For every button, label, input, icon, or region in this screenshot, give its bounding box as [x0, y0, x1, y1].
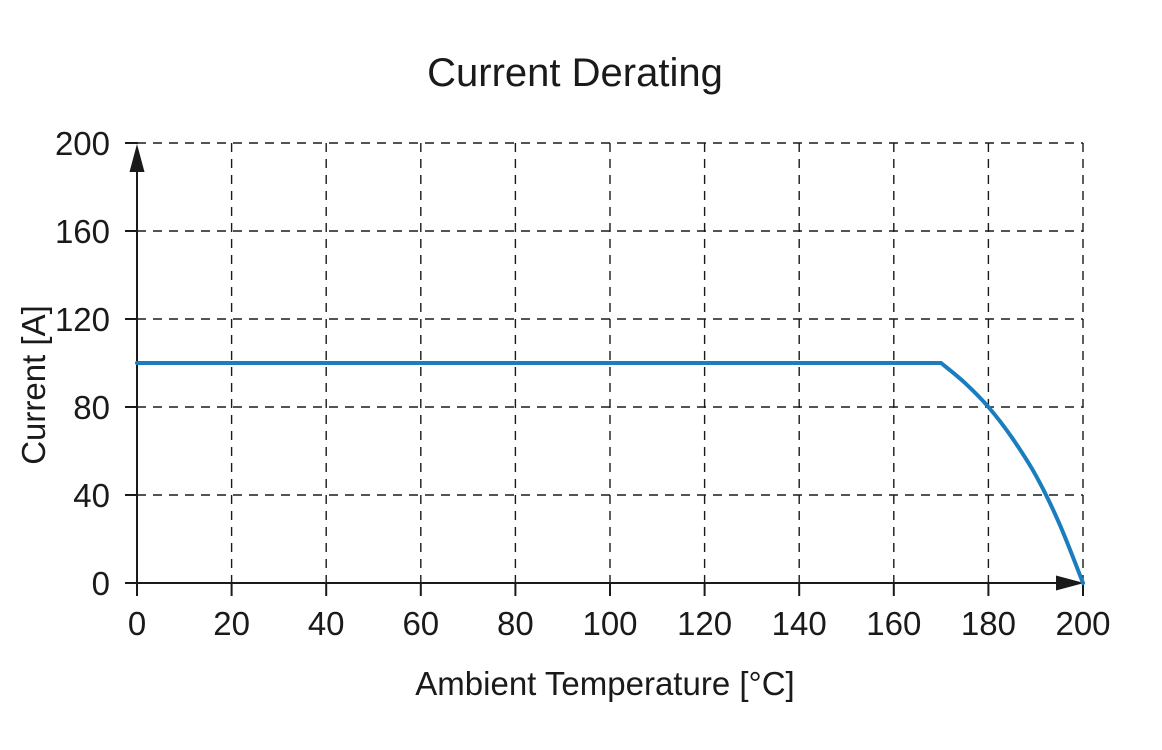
x-axis-title: Ambient Temperature [°C] — [415, 665, 794, 702]
y-tick-label-0: 0 — [92, 565, 110, 602]
derating-curve — [135, 361, 1085, 585]
x-tick-label-0: 0 — [128, 605, 146, 642]
data-series — [135, 361, 1085, 585]
gridlines — [137, 142, 1084, 583]
x-tick-label-40: 40 — [308, 605, 345, 642]
y-tick-label-120: 120 — [55, 301, 110, 338]
x-tick-label-80: 80 — [497, 605, 534, 642]
x-tick-label-200: 200 — [1055, 605, 1110, 642]
x-tick-label-120: 120 — [677, 605, 732, 642]
x-tick-label-140: 140 — [772, 605, 827, 642]
x-tick-label-180: 180 — [961, 605, 1016, 642]
chart-title: Current Derating — [427, 51, 723, 95]
x-axis-arrow — [1056, 575, 1084, 591]
x-tick-label-160: 160 — [866, 605, 921, 642]
y-axis-title: Current [A] — [15, 305, 52, 465]
y-axis-arrow — [129, 144, 145, 172]
tick-marks-and-labels: 0 20 40 60 80 100 120 140 160 180 200 0 40 80 120 160 20… — [55, 125, 1111, 642]
axes — [129, 144, 1084, 591]
y-tick-label-80: 80 — [73, 389, 110, 426]
y-tick-label-40: 40 — [73, 477, 110, 514]
x-tick-label-20: 20 — [213, 605, 250, 642]
y-tick-label-160: 160 — [55, 213, 110, 250]
y-tick-label-200: 200 — [55, 125, 110, 162]
x-tick-label-60: 60 — [402, 605, 439, 642]
x-tick-label-100: 100 — [582, 605, 637, 642]
